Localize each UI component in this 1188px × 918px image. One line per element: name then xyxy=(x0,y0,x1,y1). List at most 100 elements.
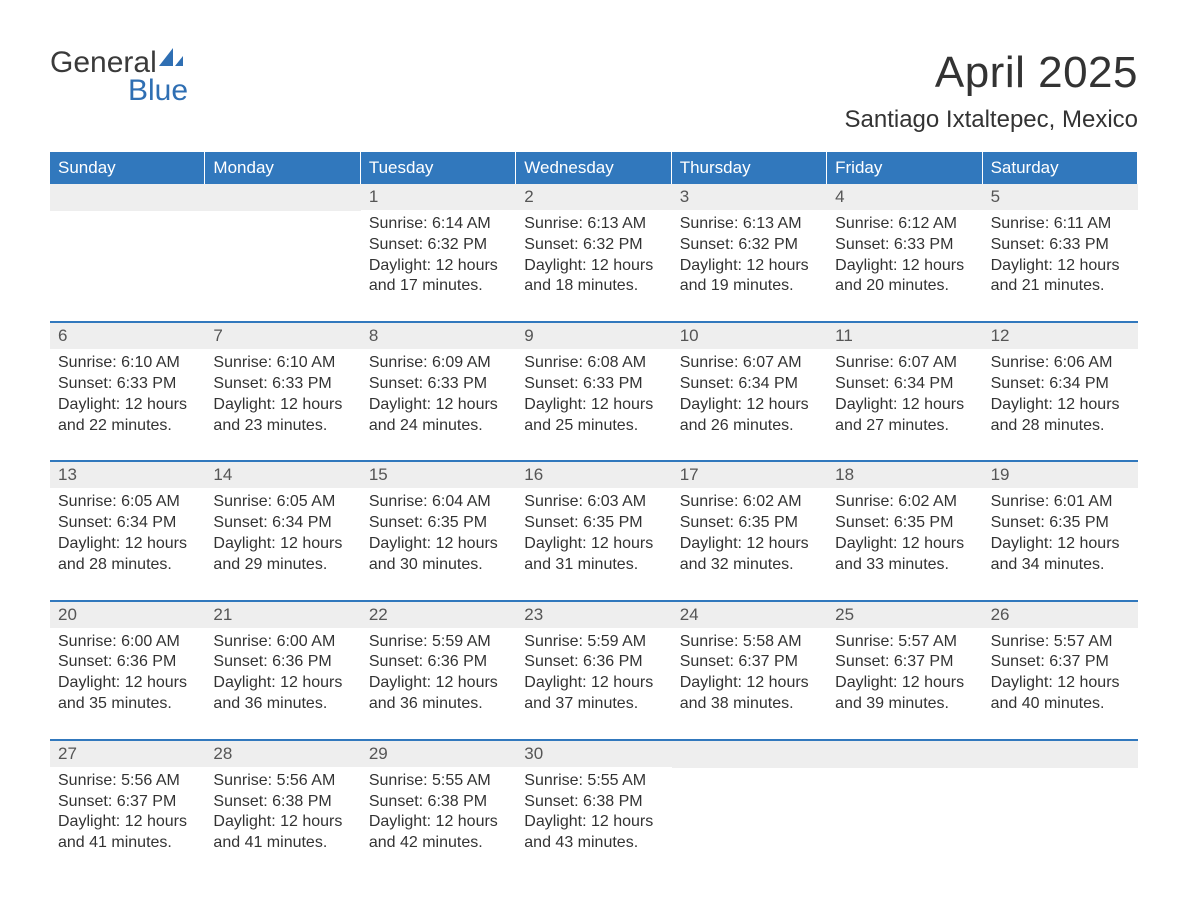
day-number: 3 xyxy=(672,184,827,210)
page-subtitle: Santiago Ixtaltepec, Mexico xyxy=(845,106,1139,134)
day-cell xyxy=(205,184,360,297)
daylight-line: Daylight: 12 hours and 32 minutes. xyxy=(680,534,819,576)
day-cell: 6Sunrise: 6:10 AMSunset: 6:33 PMDaylight… xyxy=(50,323,205,436)
day-cell xyxy=(827,741,982,854)
day-number: 15 xyxy=(361,462,516,488)
day-cell: 17Sunrise: 6:02 AMSunset: 6:35 PMDayligh… xyxy=(672,462,827,575)
day-number: 26 xyxy=(983,602,1138,628)
logo: General Blue xyxy=(50,48,188,108)
day-body xyxy=(205,211,360,297)
daylight-line: Daylight: 12 hours and 28 minutes. xyxy=(991,395,1130,437)
day-body: Sunrise: 5:59 AMSunset: 6:36 PMDaylight:… xyxy=(361,628,516,715)
day-cell: 3Sunrise: 6:13 AMSunset: 6:32 PMDaylight… xyxy=(672,184,827,297)
logo-sail-icon xyxy=(159,48,185,77)
daylight-line: Daylight: 12 hours and 21 minutes. xyxy=(991,256,1130,298)
day-body: Sunrise: 6:04 AMSunset: 6:35 PMDaylight:… xyxy=(361,488,516,575)
sunrise-line: Sunrise: 6:01 AM xyxy=(991,492,1130,513)
day-number: 16 xyxy=(516,462,671,488)
sunset-line: Sunset: 6:35 PM xyxy=(991,513,1130,534)
sunset-line: Sunset: 6:34 PM xyxy=(835,374,974,395)
day-body: Sunrise: 6:13 AMSunset: 6:32 PMDaylight:… xyxy=(516,210,671,297)
day-cell: 1Sunrise: 6:14 AMSunset: 6:32 PMDaylight… xyxy=(361,184,516,297)
day-body: Sunrise: 6:09 AMSunset: 6:33 PMDaylight:… xyxy=(361,349,516,436)
day-number: 14 xyxy=(205,462,360,488)
sunrise-line: Sunrise: 6:03 AM xyxy=(524,492,663,513)
day-body: Sunrise: 6:13 AMSunset: 6:32 PMDaylight:… xyxy=(672,210,827,297)
sunrise-line: Sunrise: 6:07 AM xyxy=(680,353,819,374)
day-body: Sunrise: 6:00 AMSunset: 6:36 PMDaylight:… xyxy=(50,628,205,715)
day-number: 12 xyxy=(983,323,1138,349)
day-number: 13 xyxy=(50,462,205,488)
day-cell: 5Sunrise: 6:11 AMSunset: 6:33 PMDaylight… xyxy=(983,184,1138,297)
day-number: 30 xyxy=(516,741,671,767)
day-body: Sunrise: 5:56 AMSunset: 6:37 PMDaylight:… xyxy=(50,767,205,854)
daylight-line: Daylight: 12 hours and 33 minutes. xyxy=(835,534,974,576)
daylight-line: Daylight: 12 hours and 28 minutes. xyxy=(58,534,197,576)
sunset-line: Sunset: 6:32 PM xyxy=(369,235,508,256)
daylight-line: Daylight: 12 hours and 37 minutes. xyxy=(524,673,663,715)
weekday-header: Thursday xyxy=(672,152,827,184)
day-cell: 13Sunrise: 6:05 AMSunset: 6:34 PMDayligh… xyxy=(50,462,205,575)
day-cell: 30Sunrise: 5:55 AMSunset: 6:38 PMDayligh… xyxy=(516,741,671,854)
sunrise-line: Sunrise: 6:00 AM xyxy=(58,632,197,653)
weekday-header: Monday xyxy=(205,152,360,184)
daylight-line: Daylight: 12 hours and 40 minutes. xyxy=(991,673,1130,715)
sunrise-line: Sunrise: 6:05 AM xyxy=(213,492,352,513)
day-body: Sunrise: 5:56 AMSunset: 6:38 PMDaylight:… xyxy=(205,767,360,854)
sunset-line: Sunset: 6:37 PM xyxy=(680,652,819,673)
day-cell: 19Sunrise: 6:01 AMSunset: 6:35 PMDayligh… xyxy=(983,462,1138,575)
day-cell: 8Sunrise: 6:09 AMSunset: 6:33 PMDaylight… xyxy=(361,323,516,436)
sunset-line: Sunset: 6:38 PM xyxy=(213,792,352,813)
day-number: 22 xyxy=(361,602,516,628)
day-cell: 2Sunrise: 6:13 AMSunset: 6:32 PMDaylight… xyxy=(516,184,671,297)
day-cell xyxy=(672,741,827,854)
sunset-line: Sunset: 6:33 PM xyxy=(58,374,197,395)
weekday-header: Wednesday xyxy=(516,152,671,184)
sunrise-line: Sunrise: 6:11 AM xyxy=(991,214,1130,235)
day-body: Sunrise: 6:07 AMSunset: 6:34 PMDaylight:… xyxy=(827,349,982,436)
daylight-line: Daylight: 12 hours and 25 minutes. xyxy=(524,395,663,437)
daylight-line: Daylight: 12 hours and 27 minutes. xyxy=(835,395,974,437)
sunset-line: Sunset: 6:35 PM xyxy=(680,513,819,534)
day-body: Sunrise: 6:02 AMSunset: 6:35 PMDaylight:… xyxy=(672,488,827,575)
daylight-line: Daylight: 12 hours and 34 minutes. xyxy=(991,534,1130,576)
sunset-line: Sunset: 6:35 PM xyxy=(524,513,663,534)
logo-word-blue: Blue xyxy=(128,74,188,108)
sunrise-line: Sunrise: 6:10 AM xyxy=(58,353,197,374)
day-number: 1 xyxy=(361,184,516,210)
day-number: 10 xyxy=(672,323,827,349)
sunset-line: Sunset: 6:38 PM xyxy=(369,792,508,813)
day-cell: 26Sunrise: 5:57 AMSunset: 6:37 PMDayligh… xyxy=(983,602,1138,715)
day-body xyxy=(983,768,1138,854)
day-number xyxy=(672,741,827,768)
sunset-line: Sunset: 6:38 PM xyxy=(524,792,663,813)
sunrise-line: Sunrise: 6:06 AM xyxy=(991,353,1130,374)
day-number: 21 xyxy=(205,602,360,628)
day-body: Sunrise: 5:57 AMSunset: 6:37 PMDaylight:… xyxy=(827,628,982,715)
daylight-line: Daylight: 12 hours and 41 minutes. xyxy=(213,812,352,854)
day-body: Sunrise: 6:06 AMSunset: 6:34 PMDaylight:… xyxy=(983,349,1138,436)
day-cell: 25Sunrise: 5:57 AMSunset: 6:37 PMDayligh… xyxy=(827,602,982,715)
daylight-line: Daylight: 12 hours and 38 minutes. xyxy=(680,673,819,715)
day-body: Sunrise: 6:12 AMSunset: 6:33 PMDaylight:… xyxy=(827,210,982,297)
day-body: Sunrise: 6:05 AMSunset: 6:34 PMDaylight:… xyxy=(50,488,205,575)
day-body: Sunrise: 6:03 AMSunset: 6:35 PMDaylight:… xyxy=(516,488,671,575)
day-number: 28 xyxy=(205,741,360,767)
day-cell: 7Sunrise: 6:10 AMSunset: 6:33 PMDaylight… xyxy=(205,323,360,436)
daylight-line: Daylight: 12 hours and 41 minutes. xyxy=(58,812,197,854)
day-cell: 12Sunrise: 6:06 AMSunset: 6:34 PMDayligh… xyxy=(983,323,1138,436)
day-number: 24 xyxy=(672,602,827,628)
day-number: 7 xyxy=(205,323,360,349)
sunset-line: Sunset: 6:37 PM xyxy=(835,652,974,673)
sunset-line: Sunset: 6:34 PM xyxy=(58,513,197,534)
daylight-line: Daylight: 12 hours and 29 minutes. xyxy=(213,534,352,576)
sunset-line: Sunset: 6:33 PM xyxy=(524,374,663,395)
sunrise-line: Sunrise: 5:55 AM xyxy=(524,771,663,792)
sunrise-line: Sunrise: 6:07 AM xyxy=(835,353,974,374)
sunrise-line: Sunrise: 5:57 AM xyxy=(991,632,1130,653)
daylight-line: Daylight: 12 hours and 35 minutes. xyxy=(58,673,197,715)
sunset-line: Sunset: 6:36 PM xyxy=(369,652,508,673)
day-number: 11 xyxy=(827,323,982,349)
sunset-line: Sunset: 6:33 PM xyxy=(369,374,508,395)
day-cell: 16Sunrise: 6:03 AMSunset: 6:35 PMDayligh… xyxy=(516,462,671,575)
